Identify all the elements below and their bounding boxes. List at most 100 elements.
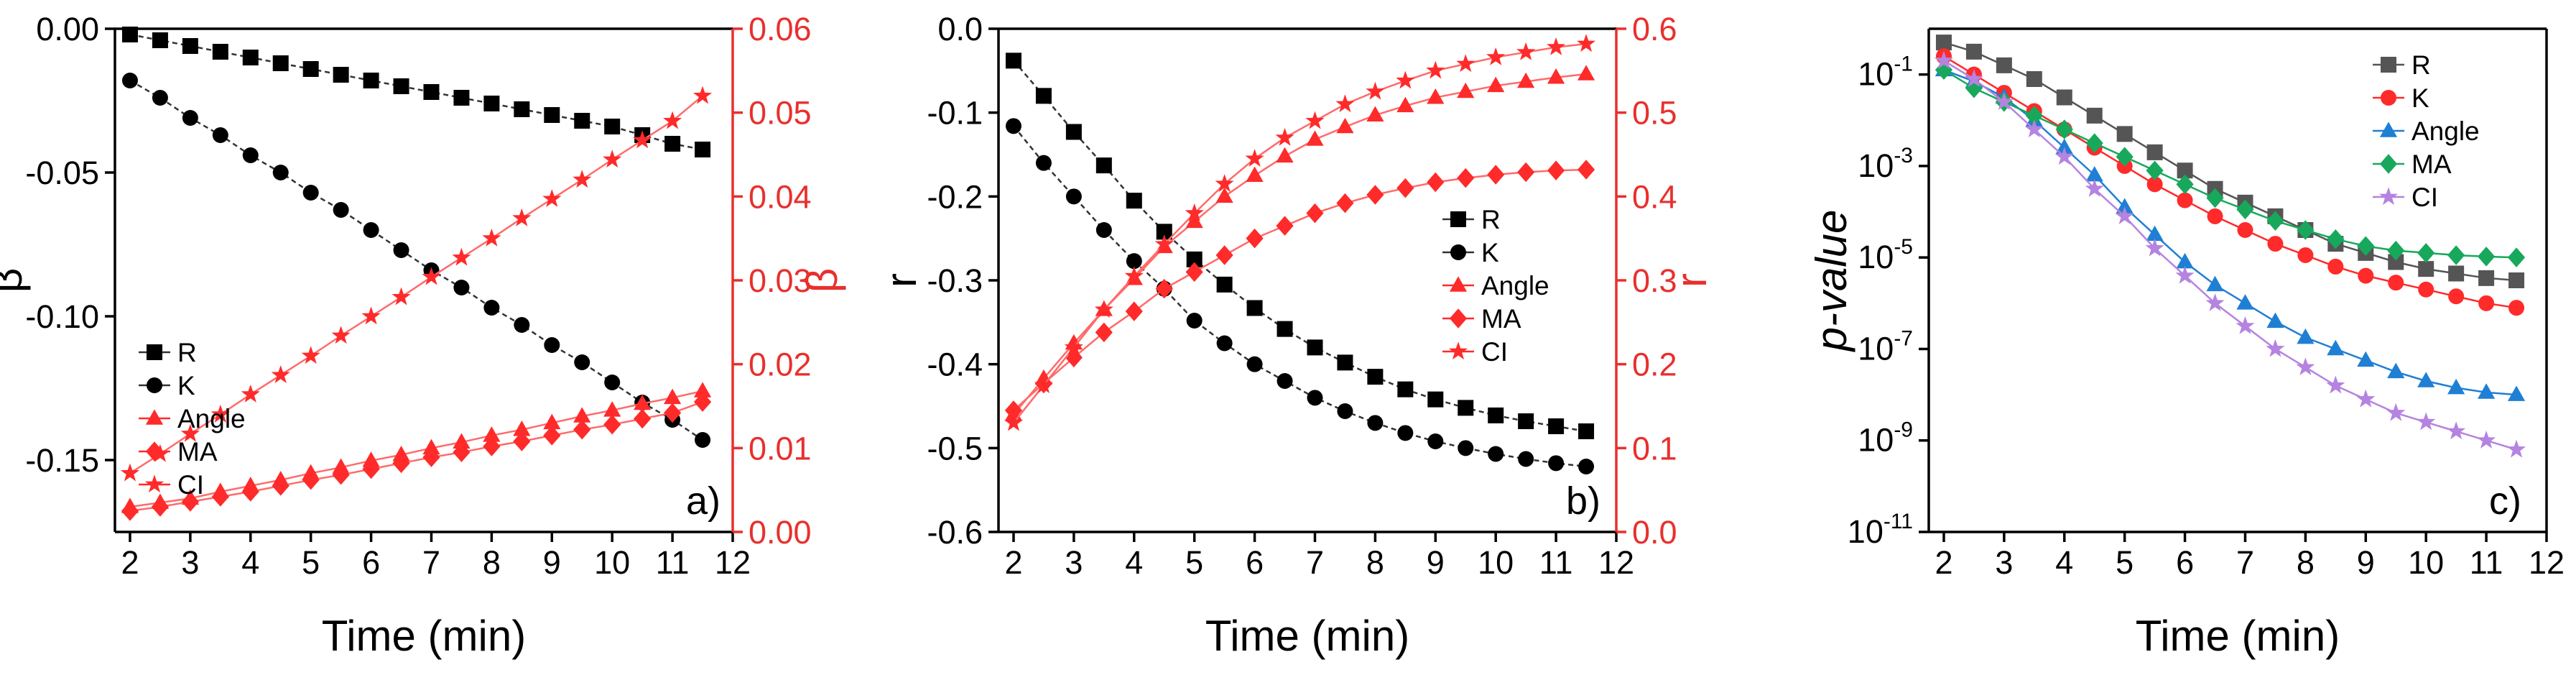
data-point [1427, 172, 1445, 193]
data-point [1277, 373, 1293, 389]
data-point [1994, 92, 2014, 110]
data-point [2357, 236, 2375, 257]
legend-marker [147, 377, 162, 393]
data-point [513, 431, 531, 451]
x-tick-label: 5 [302, 544, 320, 581]
data-point [2448, 288, 2465, 305]
data-point [1396, 178, 1414, 198]
data-point [604, 119, 621, 134]
data-point [1458, 400, 1474, 416]
data-point [1547, 37, 1566, 55]
data-point [152, 90, 168, 106]
data-point [242, 50, 259, 65]
legend-marker [2381, 90, 2396, 106]
x-tick-label: 11 [656, 544, 690, 581]
y2-tick-label: 0.03 [749, 262, 812, 299]
y-tick-label: -0.5 [927, 430, 983, 467]
data-point [1246, 228, 1264, 249]
legend-label: CI [2411, 183, 2438, 212]
x-axis-ticks: 2 3 4 5 6 7 8 9 10 11 12 [1004, 532, 1634, 581]
series-ma [1935, 60, 2526, 267]
data-point [1487, 165, 1505, 185]
data-point [2388, 254, 2404, 270]
data-series [1004, 34, 1596, 474]
y-tick-label: 10-11 [1848, 510, 1913, 550]
data-point [483, 300, 500, 316]
legend-marker [1448, 341, 1468, 360]
data-point [603, 401, 621, 417]
x-tick-label: 12 [715, 544, 751, 581]
data-point [182, 110, 198, 126]
y-axis-ticks: 0.00 -0.05 -0.10 -0.15 [25, 11, 115, 479]
y2-tick-label: 0.05 [749, 95, 812, 132]
y-axis-title: β [0, 268, 31, 293]
series-angle [1004, 65, 1595, 421]
data-point [2024, 119, 2044, 138]
data-point [514, 101, 530, 117]
data-point [543, 413, 561, 430]
x-tick-label: 8 [2297, 544, 2315, 581]
data-point [573, 419, 591, 440]
data-point [2297, 328, 2315, 344]
data-point [1578, 459, 1595, 474]
x-tick-label: 2 [1935, 544, 1952, 581]
data-point [1427, 433, 1444, 449]
data-point [1548, 455, 1565, 472]
x-tick-label: 2 [121, 544, 139, 581]
data-point [453, 90, 470, 106]
data-point [1306, 130, 1324, 146]
series-ma [1004, 160, 1595, 421]
data-point [1245, 149, 1264, 167]
data-point [1517, 162, 1535, 183]
data-point [1457, 82, 1475, 98]
legend-marker [1449, 308, 1468, 329]
legend-label: K [1481, 238, 1499, 267]
data-series [1934, 35, 2526, 458]
data-point [2176, 174, 2194, 195]
x-tick-label: 3 [1995, 544, 2013, 581]
legend-item-angle: Angle [1442, 271, 1549, 300]
data-point [272, 55, 289, 71]
data-point [210, 404, 230, 423]
data-point [2116, 198, 2133, 213]
data-point [693, 382, 712, 398]
y2-tick-label: 0.04 [749, 178, 812, 215]
data-point [1517, 72, 1535, 88]
data-point [1215, 187, 1233, 203]
data-point [2388, 275, 2404, 291]
x-axis-ticks: 2 3 4 5 6 7 8 9 10 11 12 [121, 532, 751, 581]
data-point [272, 476, 289, 496]
y-axis-title: p-value [1807, 210, 1855, 353]
data-point [1185, 262, 1203, 283]
data-point [1094, 300, 1113, 318]
data-point [241, 482, 259, 502]
data-point [1366, 185, 1384, 205]
series-line [1013, 42, 1587, 424]
data-point [663, 403, 682, 423]
data-point [1426, 60, 1445, 79]
y2-axis-title: r [1667, 273, 1715, 288]
data-point [1155, 278, 1173, 299]
data-point [2387, 240, 2405, 261]
data-point [241, 384, 260, 403]
data-point [1275, 127, 1294, 146]
legend-label: CI [177, 470, 204, 500]
legend-label: MA [2411, 150, 2452, 179]
y2-tick-label: 0.4 [1632, 178, 1677, 215]
data-point [2296, 357, 2315, 375]
y-tick-label: -0.4 [927, 346, 983, 383]
data-point [663, 111, 682, 129]
data-point [2206, 188, 2224, 208]
y-tick-label: -0.2 [927, 178, 983, 215]
data-point [1035, 88, 1052, 104]
x-axis-title: Time (min) [1205, 612, 1409, 660]
data-point [2387, 362, 2405, 379]
x-tick-label: 2 [1004, 544, 1022, 581]
x-tick-label: 6 [2176, 544, 2194, 581]
y-axis-ticks: 0.0 -0.1 -0.2 -0.3 -0.4 -0.5 -0.6 [927, 11, 999, 551]
data-point [2055, 119, 2073, 139]
legend-marker [144, 474, 165, 493]
data-point [1366, 81, 1385, 100]
legend-marker [1449, 276, 1468, 292]
